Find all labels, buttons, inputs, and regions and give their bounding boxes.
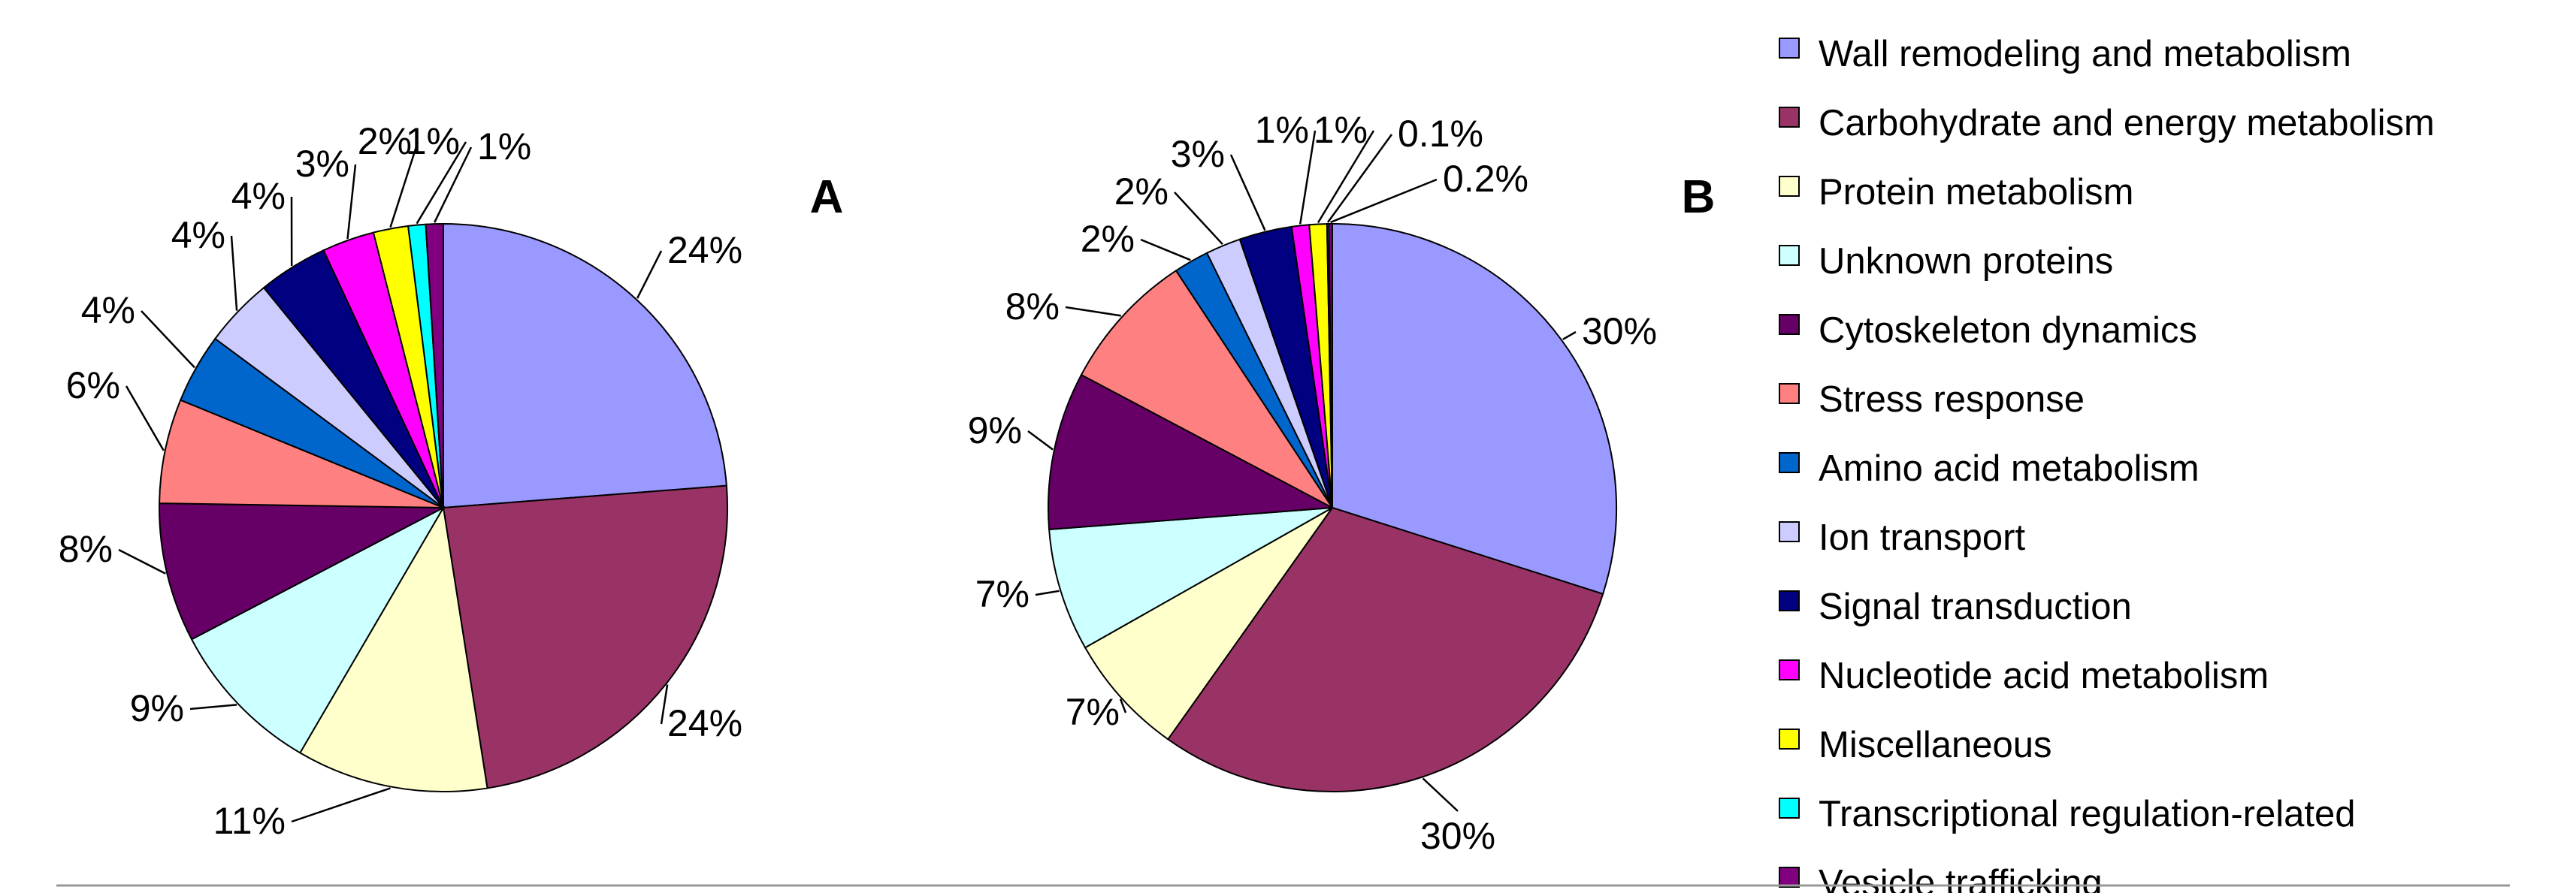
pie-a-slice-6 bbox=[159, 399, 444, 508]
legend-label-10: Nucleotide acid metabolism bbox=[1819, 656, 2269, 696]
pie-b-leader-line-7 bbox=[1140, 238, 1191, 261]
pie-a-leader-line-7 bbox=[141, 310, 195, 369]
legend-label-2: Carbohydrate and energy metabolism bbox=[1819, 103, 2435, 143]
pie-chart-b: 30%30%7%7%9%8%2%2%3%1% 1% 0.1%0.2% bbox=[968, 109, 1657, 857]
pie-b-data-label-2: 30% bbox=[1420, 815, 1495, 857]
legend-swatch-2 bbox=[1779, 107, 1800, 128]
pie-a-data-label-5: 8% bbox=[59, 528, 113, 570]
legend-swatch-5 bbox=[1779, 314, 1800, 335]
pie-b-slice-3 bbox=[1084, 507, 1333, 741]
pie-b-slice-1 bbox=[1332, 222, 1617, 596]
pie-b-slice-5 bbox=[1048, 373, 1335, 531]
pie-b-leader-line-11 bbox=[1317, 130, 1375, 224]
pie-a-data-label-10: 3% bbox=[295, 143, 349, 185]
pie-b-leader-line-5 bbox=[1027, 430, 1054, 451]
pie-a-leader-line-5 bbox=[118, 548, 166, 575]
pie-a-data-label-3: 11% bbox=[213, 800, 286, 842]
pie-b-leader-line-10 bbox=[1299, 130, 1317, 225]
pie-a-data-label-6: 6% bbox=[66, 364, 120, 406]
panel-label-b: B bbox=[1682, 171, 1716, 223]
legend-swatch-10 bbox=[1779, 659, 1800, 680]
pie-b-leader-line-4 bbox=[1035, 590, 1060, 596]
legend-label-7: Amino acid metabolism bbox=[1819, 448, 2200, 489]
legend-label-11: Miscellaneous bbox=[1819, 725, 2052, 765]
pie-b-data-label-4: 7% bbox=[975, 573, 1029, 615]
legend-label-8: Ion transport bbox=[1819, 517, 2025, 558]
legend-swatch-11 bbox=[1779, 729, 1800, 750]
legend-swatch-8 bbox=[1779, 521, 1800, 542]
legend-label-9: Signal transduction bbox=[1819, 587, 2132, 627]
pie-b-data-label-13: 0.2% bbox=[1443, 158, 1528, 200]
legend-swatch-12 bbox=[1779, 798, 1800, 819]
legend-swatch-13 bbox=[1779, 867, 1800, 888]
pie-b-data-label-10: 1% bbox=[1255, 109, 1309, 151]
pie-a-slice-3 bbox=[298, 505, 488, 792]
legend: Wall remodeling and metabolism Carbohydra… bbox=[1779, 34, 2435, 893]
pie-b-leader-line-13 bbox=[1330, 178, 1438, 224]
pie-b-data-label-6: 8% bbox=[1005, 285, 1060, 327]
pie-a-data-label-12: 1% bbox=[406, 120, 460, 162]
legend-label-12: Transcriptional regulation-related bbox=[1819, 794, 2356, 834]
pie-a-data-label-11: 2% bbox=[358, 120, 412, 162]
pie-b-leader-line-8 bbox=[1174, 192, 1223, 246]
pie-b-data-label-12: 0.1% bbox=[1398, 113, 1483, 155]
pie-a-slice-4 bbox=[190, 505, 446, 754]
pie-a-data-label-8: 4% bbox=[171, 214, 225, 256]
pie-b-slice-6 bbox=[1080, 269, 1333, 508]
pie-b-slice-4 bbox=[1048, 507, 1333, 649]
pie-a-data-label-4: 9% bbox=[130, 687, 184, 729]
pie-b-data-label-7: 2% bbox=[1081, 218, 1135, 260]
pie-b-data-label-9: 3% bbox=[1171, 133, 1225, 175]
pie-b-data-label-3: 7% bbox=[1066, 691, 1120, 733]
pie-a-leader-line-2 bbox=[660, 684, 669, 725]
legend-label-4: Unknown proteins bbox=[1819, 241, 2113, 282]
pie-b-leader-line-3 bbox=[1119, 698, 1127, 713]
pie-a-leader-line-12 bbox=[416, 141, 467, 225]
pie-b-data-label-5: 9% bbox=[968, 409, 1022, 451]
pie-b-leader-line-6 bbox=[1065, 306, 1121, 317]
pie-a-leader-line-11 bbox=[389, 141, 419, 228]
pie-a-leader-line-8 bbox=[230, 235, 238, 311]
legend-label-1: Wall remodeling and metabolism bbox=[1819, 34, 2351, 74]
pie-chart-a: 24%24%11%9%8%6%4%4%4%3%2%1% 1% bbox=[59, 120, 742, 842]
pie-b-leader-line-9 bbox=[1229, 154, 1266, 231]
pie-b-slice-13 bbox=[1328, 222, 1333, 508]
pie-a-data-label-7: 4% bbox=[81, 289, 135, 331]
legend-swatch-4 bbox=[1779, 245, 1800, 266]
legend-swatch-6 bbox=[1779, 383, 1800, 404]
legend-swatch-1 bbox=[1779, 38, 1800, 59]
pie-a-leader-line-4 bbox=[189, 704, 237, 710]
legend-swatch-9 bbox=[1779, 590, 1800, 611]
pie-a-data-label-9: 4% bbox=[231, 175, 286, 217]
pie-a-slice-1 bbox=[443, 222, 727, 509]
pie-b-data-label-11: 1% bbox=[1314, 109, 1368, 151]
pie-a-leader-line-6 bbox=[125, 385, 165, 451]
legend-swatch-3 bbox=[1779, 176, 1800, 197]
pie-a-slice-13 bbox=[425, 222, 444, 508]
pie-a-leader-line-10 bbox=[346, 164, 357, 240]
pie-b-leader-line-2 bbox=[1422, 777, 1459, 812]
legend-label-13: Vesicle trafficking bbox=[1819, 863, 2103, 893]
pie-b-leader-line-1 bbox=[1562, 330, 1577, 340]
pie-a-slice-5 bbox=[159, 502, 444, 641]
pie-a-slice-2 bbox=[442, 484, 728, 789]
legend-label-5: Cytoskeleton dynamics bbox=[1819, 310, 2197, 351]
pie-a-data-label-1: 24% bbox=[667, 229, 742, 271]
pie-a-leader-line-1 bbox=[636, 250, 663, 299]
pie-b-data-label-8: 2% bbox=[1114, 170, 1169, 213]
pie-b-leader-line-12 bbox=[1326, 134, 1393, 223]
pie-b-slice-2 bbox=[1166, 506, 1604, 792]
legend-label-3: Protein metabolism bbox=[1819, 172, 2133, 213]
pie-a-data-label-2: 24% bbox=[667, 702, 742, 744]
legend-label-6: Stress response bbox=[1819, 379, 2085, 420]
pie-b-data-label-1: 30% bbox=[1582, 310, 1657, 352]
panel-label-a: A bbox=[810, 171, 844, 223]
pie-a-leader-line-13 bbox=[434, 146, 473, 223]
pie-a-leader-line-3 bbox=[291, 787, 391, 823]
pie-a-data-label-13: 1% bbox=[477, 125, 531, 167]
legend-swatch-7 bbox=[1779, 452, 1800, 473]
